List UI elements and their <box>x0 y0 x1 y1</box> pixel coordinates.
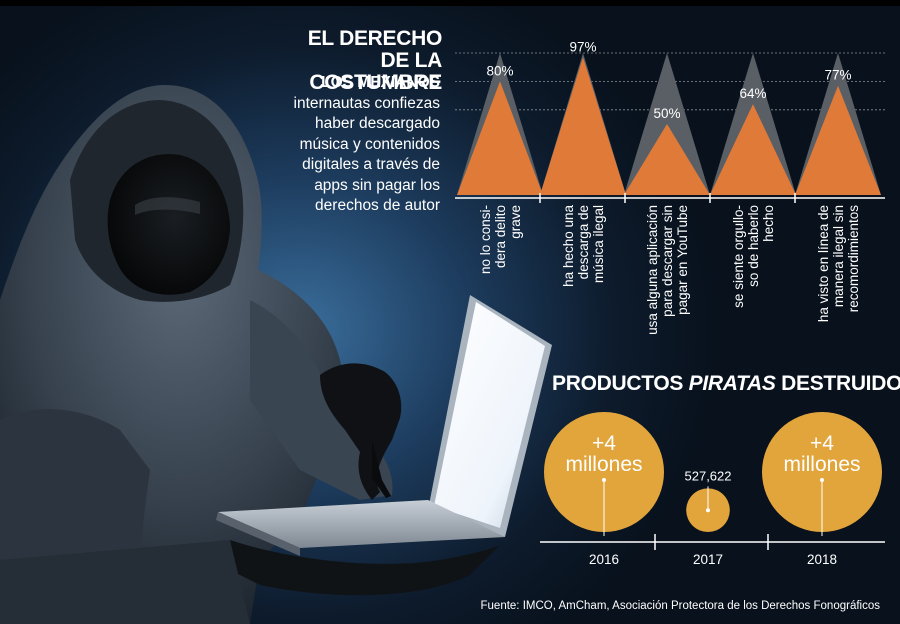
category-label-line: dera delito <box>493 205 508 268</box>
category-label-line: descarga de <box>576 205 591 279</box>
section2-title-prefix: PRODUCTOS <box>552 372 689 395</box>
category-label: ha hecho una descarga de música ilegal <box>561 205 606 287</box>
category-label-line: para descargar sin <box>660 205 675 317</box>
year-label: 2016 <box>589 552 619 567</box>
x-axis <box>455 193 885 203</box>
year-label: 2017 <box>693 552 723 567</box>
year-label: 2018 <box>807 552 837 567</box>
category-label-line: se siente orgullo- <box>731 205 746 308</box>
category-label-line: no lo consi- <box>478 205 493 274</box>
category-label: ha visto en línea de manera ilegal sin rec… <box>816 205 861 322</box>
category-label-line: ha visto en línea de <box>816 205 831 322</box>
value-label: 77% <box>824 68 851 83</box>
peak <box>710 104 796 195</box>
source-note: Fuente: IMCO, AmCham, Asociación Protect… <box>480 600 881 612</box>
category-label-line: usa alguna aplicación <box>645 205 660 335</box>
peak <box>540 57 626 195</box>
bubble-label-line: +4 <box>810 432 834 455</box>
bubble <box>762 412 882 532</box>
category-label-line: manera ilegal sin <box>831 205 846 307</box>
bubble-label-line: +4 <box>592 432 616 455</box>
bubble-label-line: millones <box>783 453 860 476</box>
value-label: 50% <box>653 106 680 121</box>
year-axis <box>540 534 885 550</box>
peak <box>624 124 710 195</box>
intro-lead: LOS MEXIANOS <box>321 74 440 91</box>
bubble-pointer-dot <box>820 478 824 482</box>
category-label-line: recomordimientos <box>846 205 861 313</box>
top-strip <box>0 0 900 6</box>
category-label-line: grave <box>508 205 523 239</box>
bubble-label: 527,622 <box>685 468 732 483</box>
bubble-label-line: millones <box>565 453 642 476</box>
category-label: se siente orgullo-so de haberlo hecho <box>731 205 776 308</box>
value-label: 64% <box>739 86 766 101</box>
section2-title-emph: PIRATAS <box>688 372 776 395</box>
value-label: 97% <box>569 39 596 54</box>
intro-text: LOS MEXIANOS internautas confiezas haber… <box>285 73 440 217</box>
hacker-illustration <box>0 85 552 624</box>
value-label: 80% <box>486 63 513 78</box>
category-label: no lo consi-dera delito grave <box>478 205 523 274</box>
bubbles <box>544 412 882 536</box>
category-label-line: ha hecho una <box>561 205 576 287</box>
category-label-line: hecho <box>761 205 776 242</box>
value-labels: 80% 97% 50% 64% 77% <box>486 39 851 121</box>
section2-title-suffix: DESTRUIDOS <box>781 372 900 395</box>
category-label-line: so de haberlo <box>746 205 761 287</box>
section2-title: PRODUCTOS PIRATAS DESTRUIDOS <box>552 372 900 396</box>
year-labels: 2016 2017 2018 <box>589 552 837 567</box>
category-label-line: pagar en YouTube <box>675 205 690 315</box>
peak <box>457 81 543 195</box>
area-chart: 80% 97% 50% 64% 77% no lo consi-dera delito g… <box>455 39 885 335</box>
bubble-pointer-dot <box>706 508 710 513</box>
intro-body: internautas confiezas haber descargado m… <box>293 94 440 215</box>
category-labels: no lo consi-dera delito grave ha hecho una… <box>478 205 861 335</box>
category-label-line: música ilegal <box>591 205 606 283</box>
category-label: usa alguna aplicación para descargar sin p… <box>645 205 690 335</box>
bubble <box>544 412 664 532</box>
bubble-pointer-dot <box>602 478 606 482</box>
peaks <box>457 57 881 195</box>
headline: EL DERECHO DE LA COSTUMBRE <box>307 27 443 94</box>
peak <box>795 85 881 195</box>
